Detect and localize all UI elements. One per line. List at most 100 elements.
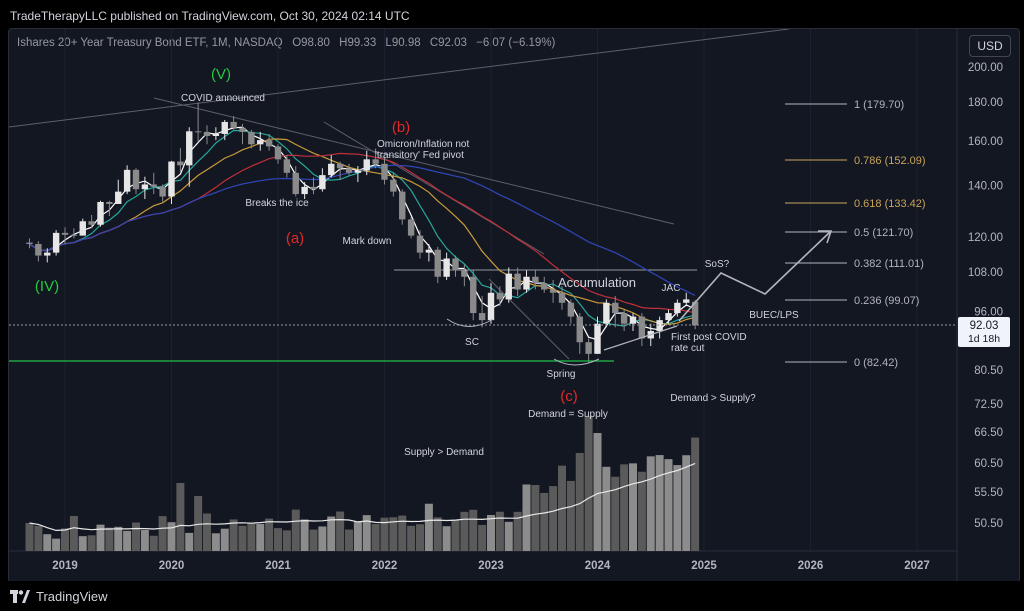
candle-body xyxy=(123,169,131,192)
candle-body xyxy=(416,235,424,253)
time-tick-label: 2027 xyxy=(904,560,930,572)
candle-body xyxy=(381,163,388,180)
volume-bar xyxy=(442,526,451,551)
volume-bar xyxy=(282,530,291,551)
volume-bar xyxy=(132,522,140,551)
label-wave-iv: (IV) xyxy=(35,278,59,295)
candle-body xyxy=(159,186,166,197)
label-demand-gt: Demand > Supply? xyxy=(670,393,756,404)
candle-body xyxy=(52,232,60,253)
price-chart[interactable]: 1 (179.70) 0.786 (152.09) 0.618 (133.42) 0.… xyxy=(9,29,1019,582)
candle-body xyxy=(558,292,566,303)
candle-body xyxy=(203,131,211,136)
tradingview-logo-icon xyxy=(10,590,30,603)
candles xyxy=(26,102,699,363)
volume-bar xyxy=(105,527,114,551)
close-label: C xyxy=(429,37,439,49)
volume-bar xyxy=(291,509,300,551)
volume-bar xyxy=(114,526,123,551)
last-price-countdown: 1d 18h xyxy=(968,333,1000,345)
candle-body xyxy=(523,276,530,290)
volume-bar xyxy=(140,529,149,551)
volume-bar xyxy=(407,525,416,551)
label-wave-c: (c) xyxy=(560,388,578,405)
volume-bar xyxy=(25,523,34,551)
candle-body xyxy=(177,161,184,166)
label-omicron-1: Omicron/Inflation not xyxy=(377,139,469,150)
volume-bar xyxy=(149,535,158,551)
candle-body xyxy=(541,283,548,290)
close-value: 92.03 xyxy=(438,37,467,49)
label-sos: SoS? xyxy=(705,259,730,270)
volume-bar xyxy=(495,511,504,551)
candle-body xyxy=(549,289,557,293)
last-price-value: 92.03 xyxy=(970,320,999,332)
volume-bar xyxy=(416,524,424,551)
ma-blue xyxy=(29,164,696,297)
volume-bar xyxy=(566,480,575,551)
volume-bar xyxy=(229,519,238,551)
candle-body xyxy=(88,221,95,225)
currency-button[interactable]: USD xyxy=(969,35,1011,57)
volume-bar xyxy=(522,484,531,551)
label-sc: SC xyxy=(465,337,479,348)
volume-bar xyxy=(469,509,478,551)
candle-body xyxy=(656,320,663,331)
label-mark-down: Mark down xyxy=(343,236,392,247)
label-omicron-2: 'transitory' Fed pivot xyxy=(375,150,464,161)
volume-bar xyxy=(398,515,407,551)
price-axis: 200.00 180.00 160.00 140.00 120.00 108.00 96.0… xyxy=(968,62,1003,530)
ma-fast xyxy=(29,126,696,341)
candle-body xyxy=(665,313,672,321)
candle-body xyxy=(576,316,583,343)
spring-curve xyxy=(553,358,600,366)
candle-body xyxy=(390,179,397,192)
publisher-line: TradeTherapyLLC published on TradingView… xyxy=(10,9,410,23)
label-wave-b: (b) xyxy=(392,119,410,136)
volume-bar xyxy=(211,533,220,551)
candle-body xyxy=(514,273,521,290)
candle-body xyxy=(328,163,335,176)
volume-bar xyxy=(185,532,194,551)
candle-body xyxy=(257,140,264,145)
volume-bar xyxy=(300,519,309,551)
candle-body xyxy=(363,159,370,171)
label-wave-a: (a) xyxy=(286,230,304,247)
candle-body xyxy=(345,168,353,173)
volume-bar xyxy=(487,514,495,551)
volume-bar xyxy=(362,515,371,551)
candle-body xyxy=(496,292,504,300)
volume-bar xyxy=(61,528,69,551)
volume-bar xyxy=(96,524,105,551)
volume-bar xyxy=(504,521,513,551)
time-tick-label: 2025 xyxy=(691,560,717,572)
volume-bar xyxy=(433,517,442,551)
tradingview-logo[interactable]: TradingView xyxy=(10,589,108,604)
volume-bar xyxy=(345,529,353,551)
price-tick-label: 180.00 xyxy=(968,97,1003,109)
projection-arrowhead xyxy=(818,230,833,244)
volume-bar xyxy=(318,526,327,551)
candle-body xyxy=(61,232,69,235)
label-rate-cut-2: rate cut xyxy=(671,343,705,354)
label-supply-gt: Supply > Demand xyxy=(404,447,484,458)
volume-bar xyxy=(513,511,522,551)
candle-body xyxy=(470,276,477,314)
price-tick-label: 140.00 xyxy=(968,181,1003,193)
symbol-legend[interactable]: Ishares 20+ Year Treasury Bond ETF, 1M, … xyxy=(17,37,555,49)
candle-body xyxy=(239,127,246,132)
candle-body xyxy=(44,252,51,256)
chart-panel[interactable]: Ishares 20+ Year Treasury Bond ETF, 1M, … xyxy=(8,28,1020,583)
fib-label: 0.786 (152.09) xyxy=(854,155,926,167)
price-tick-label: 120.00 xyxy=(968,232,1003,244)
label-buec: BUEC/LPS xyxy=(749,310,799,321)
volume-bar xyxy=(584,416,593,551)
volume-bar xyxy=(78,536,87,551)
candle-body xyxy=(567,302,575,317)
change-value: −6.07 (−6.19%) xyxy=(476,37,556,49)
candle-body xyxy=(301,186,308,195)
trendline-upper xyxy=(9,29,790,128)
fib-label: 0.236 (99.07) xyxy=(854,295,919,307)
candle-body xyxy=(310,186,317,190)
volume-ma-line xyxy=(29,462,696,532)
